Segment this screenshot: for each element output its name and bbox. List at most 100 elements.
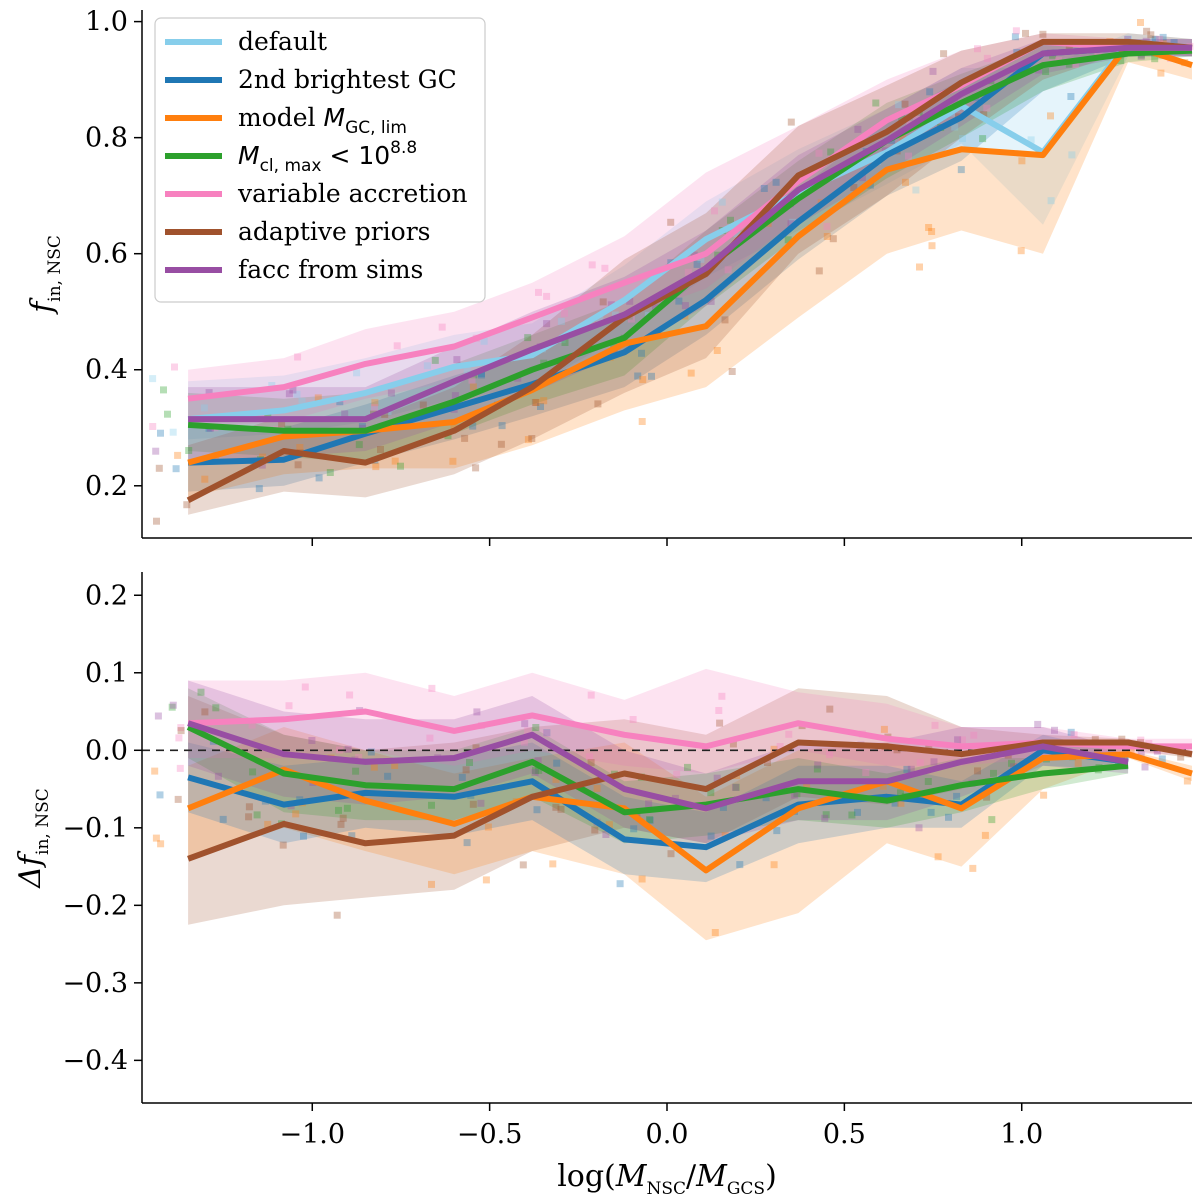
bot-scatter-point (593, 784, 601, 792)
top-scatter-point (983, 54, 991, 62)
top-scatter-point (268, 382, 276, 389)
bot-scatter-point (953, 792, 961, 800)
top-scatter-point (913, 113, 921, 121)
bot-scatter-point (533, 806, 541, 814)
bottom-y-ticks: −0.4 −0.3 −0.2 −0.1 0.0 0.1 0.2 (62, 580, 142, 1076)
bot-scatter-point (591, 826, 599, 834)
x-tick-label: 1.0 (1000, 1119, 1043, 1150)
top-scatter-point (183, 501, 191, 509)
top-scatter-point (983, 104, 991, 112)
bot-scatter-point (552, 803, 560, 811)
top-scatter-point (461, 434, 469, 442)
top-scatter-point (543, 292, 551, 300)
bot-y-tick-label: −0.2 (62, 890, 128, 921)
bot-scatter-point (879, 782, 887, 790)
bot-scatter-point (931, 721, 939, 729)
top-y-tick-label: 1.0 (85, 7, 128, 38)
top-scatter-point (315, 474, 323, 482)
top-scatter-point (1011, 33, 1019, 41)
top-scatter-point (353, 369, 361, 377)
top-scatter-point (928, 242, 936, 250)
top-scatter-point (480, 337, 488, 345)
bot-scatter-point (201, 708, 209, 716)
bot-scatter-point (773, 827, 781, 835)
bot-scatter-point (219, 815, 227, 823)
bot-scatter-point (352, 767, 360, 775)
top-scatter-point (152, 447, 160, 455)
bot-scatter-point (916, 759, 924, 767)
bot-line-adaptive-priors (187, 739, 1193, 862)
bot-scatter-point (264, 820, 272, 828)
top-scatter-point (371, 399, 379, 407)
top-scatter-point (638, 349, 645, 357)
bot-scatter-point (785, 730, 793, 738)
bot-scatter-point (803, 781, 811, 789)
bot-scatter-point (713, 774, 721, 782)
bot-scatter-point (586, 753, 593, 761)
bot-scatter-point (791, 791, 799, 799)
top-scatter-point (902, 178, 909, 186)
bot-scatter-point (974, 767, 981, 775)
bot-scatter-point (335, 806, 342, 814)
bot-scatter-point (1183, 777, 1191, 785)
top-scatter-point (478, 370, 485, 378)
top-x-ticks (311, 538, 1023, 546)
bot-scatter-point (715, 707, 723, 714)
top-scatter-point (872, 99, 880, 107)
top-scatter-point (1018, 157, 1026, 165)
bot-scatter-point (473, 708, 481, 716)
bot-scatter-point (333, 911, 341, 919)
x-tick-label: 0.5 (823, 1119, 866, 1150)
top-scatter-point (289, 386, 297, 394)
top-scatter-point (687, 369, 695, 377)
bot-scatter-point (1118, 735, 1126, 743)
top-scatter-point (974, 45, 981, 53)
bot-scatter-point (897, 799, 905, 807)
bot-scatter-point (990, 769, 997, 777)
bot-scatter-point (248, 721, 256, 729)
top-line-adaptive-priors (186, 38, 1193, 503)
top-scatter-point (293, 390, 301, 398)
top-scatter-point (912, 186, 920, 194)
top-scatter-point (453, 356, 461, 364)
top-scatter-point (815, 267, 823, 275)
top-scatter-point (451, 392, 459, 400)
bot-scatter-point (718, 692, 726, 700)
top-scatter-point (601, 264, 609, 272)
top-scatter-point (639, 376, 647, 384)
top-scatter-point (377, 446, 384, 453)
top-scatter-point (940, 50, 948, 58)
top-scatter-point (1137, 52, 1145, 60)
top-scatter-point (153, 517, 160, 525)
top-scatter-point (1151, 36, 1159, 43)
bot-scatter-point (667, 850, 675, 858)
legend-frame (154, 17, 486, 303)
bot-scatter-point (308, 737, 316, 744)
top-scatter-point (827, 148, 835, 156)
top-scatter-point (1155, 35, 1163, 43)
top-scatter-point (648, 372, 655, 380)
top-scatter-point (1157, 69, 1165, 77)
bot-scatter-point (1127, 747, 1135, 755)
bot-scatter-point (428, 801, 435, 809)
top-scatter-point (155, 464, 163, 472)
top-scatter-point (497, 440, 505, 448)
bot-scatter-point (930, 758, 938, 766)
top-scatter-point (850, 184, 858, 191)
bot-scatter-point (466, 759, 473, 766)
bot-scatter-point (245, 813, 253, 821)
bot-scatter-point (646, 816, 654, 824)
top-scatter-point (149, 375, 157, 383)
bot-scatter-point (531, 769, 539, 776)
top-scatter-point (854, 125, 862, 133)
bot-scatter-point (736, 861, 744, 869)
top-scatter-point (1151, 55, 1159, 63)
top-scatter-point (149, 423, 157, 430)
top-band-default (188, 33, 1193, 440)
bot-scatter-point (897, 789, 904, 797)
bot-scatter-point (426, 734, 434, 742)
top-scatter-point (1147, 31, 1155, 39)
legend-label: Mcl, max < 108.8 (238, 138, 417, 176)
bot-band-m-cl-max-10-8-8 (188, 688, 1129, 844)
bot-scatter-point (348, 832, 356, 840)
